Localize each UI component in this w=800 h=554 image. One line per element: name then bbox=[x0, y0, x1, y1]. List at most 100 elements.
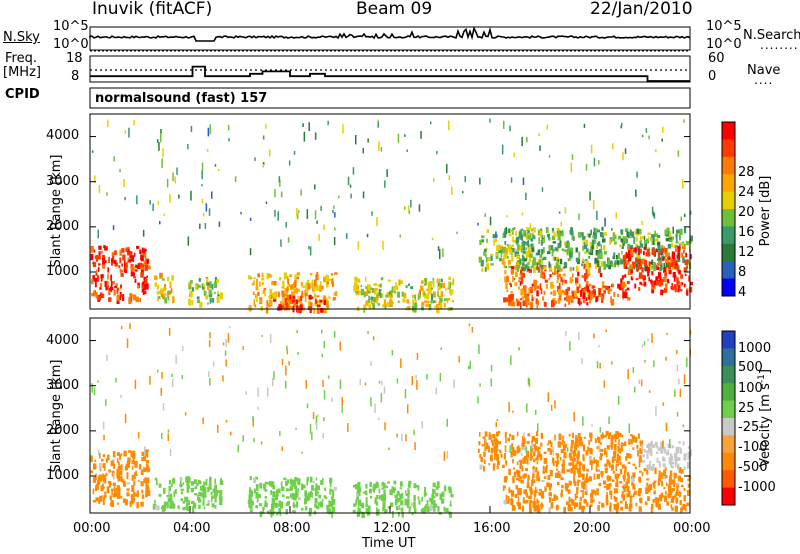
power-echo-cell bbox=[620, 278, 623, 284]
power-echo-cell bbox=[638, 228, 642, 235]
power-echo-cell bbox=[506, 297, 509, 302]
power-echo-cell bbox=[638, 275, 642, 279]
power-echo-cell bbox=[683, 283, 686, 288]
power-echo-cell bbox=[355, 135, 357, 145]
power-echo-cell bbox=[645, 128, 648, 133]
velocity-echo-cell bbox=[505, 494, 508, 501]
velocity-echo-cell bbox=[187, 476, 190, 483]
velocity-echo-cell bbox=[631, 480, 634, 487]
power-echo-cell bbox=[282, 280, 285, 288]
velocity-echo-cell bbox=[638, 488, 642, 494]
power-echo-cell bbox=[254, 157, 256, 161]
velocity-echo-cell bbox=[359, 487, 362, 492]
velocity-echo-cell bbox=[671, 495, 675, 500]
velocity-echo-cell bbox=[407, 495, 409, 502]
power-echo-cell bbox=[426, 288, 429, 292]
velocity-echo-cell bbox=[418, 500, 421, 505]
power-echo-cell bbox=[133, 272, 135, 277]
power-echo-cell bbox=[477, 222, 479, 226]
velocity-echo-cell bbox=[509, 489, 513, 493]
power-echo-cell bbox=[591, 245, 595, 250]
power-echo-cell bbox=[363, 291, 366, 298]
power-echo-cell bbox=[616, 260, 620, 265]
power-echo-cell bbox=[108, 256, 110, 263]
velocity-echo-cell bbox=[365, 507, 368, 513]
velocity-echo-cell bbox=[321, 354, 323, 358]
velocity-echo-cell bbox=[496, 460, 500, 466]
power-echo-cell bbox=[255, 284, 259, 291]
power-echo-cell bbox=[261, 272, 264, 278]
power-echo-cell bbox=[286, 287, 289, 293]
power-echo-cell bbox=[677, 285, 681, 292]
velocity-echo-cell bbox=[646, 444, 649, 449]
power-echo-cell bbox=[551, 235, 556, 241]
power-echo-cell bbox=[643, 260, 647, 266]
velocity-echo-cell bbox=[270, 333, 272, 344]
velocity-echo-cell bbox=[492, 465, 495, 471]
power-echo-cell bbox=[420, 285, 424, 292]
power-echo-cell bbox=[635, 243, 638, 250]
power-echo-cell bbox=[379, 283, 382, 288]
power-echo-cell bbox=[116, 294, 120, 301]
velocity-echo-cell bbox=[549, 469, 553, 477]
velocity-echo-cell bbox=[158, 493, 162, 497]
power-echo-cell bbox=[317, 300, 320, 303]
power-echo-cell bbox=[354, 276, 357, 281]
velocity-echo-cell bbox=[378, 417, 380, 420]
velocity-echo-cell bbox=[676, 483, 680, 488]
power-echo-cell bbox=[557, 229, 561, 235]
power-echo-cell bbox=[528, 248, 530, 254]
power-echo-cell bbox=[160, 133, 162, 143]
velocity-echo-cell bbox=[411, 512, 414, 516]
velocity-echo-cell bbox=[119, 470, 123, 476]
velocity-echo-cell bbox=[566, 469, 570, 473]
power-echo-cell bbox=[657, 234, 661, 238]
colorbar-swatch bbox=[722, 470, 735, 489]
power-echo-cell bbox=[187, 236, 190, 246]
power-echo-cell bbox=[440, 291, 444, 298]
velocity-echo-cell bbox=[606, 459, 610, 465]
velocity-echo-cell bbox=[560, 449, 564, 454]
power-echo-cell bbox=[655, 249, 658, 253]
velocity-echo-cell bbox=[359, 510, 362, 513]
velocity-echo-cell bbox=[642, 460, 645, 463]
velocity-echo-cell bbox=[381, 481, 384, 487]
velocity-echo-cell bbox=[122, 480, 126, 487]
power-echo-cell bbox=[504, 241, 507, 246]
nsearch-tick-high: 10^5 bbox=[706, 19, 742, 34]
velocity-echo-cell bbox=[527, 477, 529, 485]
velocity-echo-cell bbox=[141, 494, 145, 499]
velocity-echo-cell bbox=[356, 488, 359, 494]
velocity-echo-cell bbox=[202, 417, 204, 425]
power-echo-cell bbox=[518, 279, 520, 282]
velocity-echo-cell bbox=[529, 457, 532, 461]
velocity-echo-cell bbox=[583, 498, 586, 504]
velocity-echo-cell bbox=[552, 447, 555, 456]
velocity-echo-cell bbox=[113, 486, 116, 492]
power-echo-cell bbox=[592, 200, 595, 210]
velocity-echo-cell bbox=[397, 511, 400, 517]
power-echo-cell bbox=[489, 216, 492, 226]
velocity-echo-cell bbox=[526, 499, 529, 504]
velocity-echo-cell bbox=[669, 470, 673, 477]
power-echo-cell bbox=[662, 256, 665, 261]
velocity-echo-cell bbox=[294, 477, 298, 482]
velocity-echo-cell bbox=[679, 388, 682, 398]
velocity-echo-cell bbox=[665, 475, 668, 479]
velocity-echo-cell bbox=[582, 505, 585, 510]
power-echo-cell bbox=[213, 281, 218, 288]
velocity-echo-cell bbox=[408, 508, 411, 513]
power-echo-cell bbox=[308, 300, 311, 308]
velocity-colorbar-label-main: Velocity [m s bbox=[758, 383, 773, 467]
velocity-echo-cell bbox=[380, 494, 384, 502]
nave-tick-low: 0 bbox=[708, 69, 717, 84]
velocity-echo-cell bbox=[608, 416, 610, 425]
power-echo-cell bbox=[640, 283, 644, 286]
power-echo-cell bbox=[162, 296, 165, 299]
power-echo-cell bbox=[309, 302, 313, 309]
power-echo-cell bbox=[610, 299, 615, 306]
velocity-echo-cell bbox=[675, 457, 679, 462]
velocity-echo-cell bbox=[332, 498, 336, 505]
power-echo-cell bbox=[659, 280, 662, 287]
velocity-echo-cell bbox=[443, 485, 447, 492]
